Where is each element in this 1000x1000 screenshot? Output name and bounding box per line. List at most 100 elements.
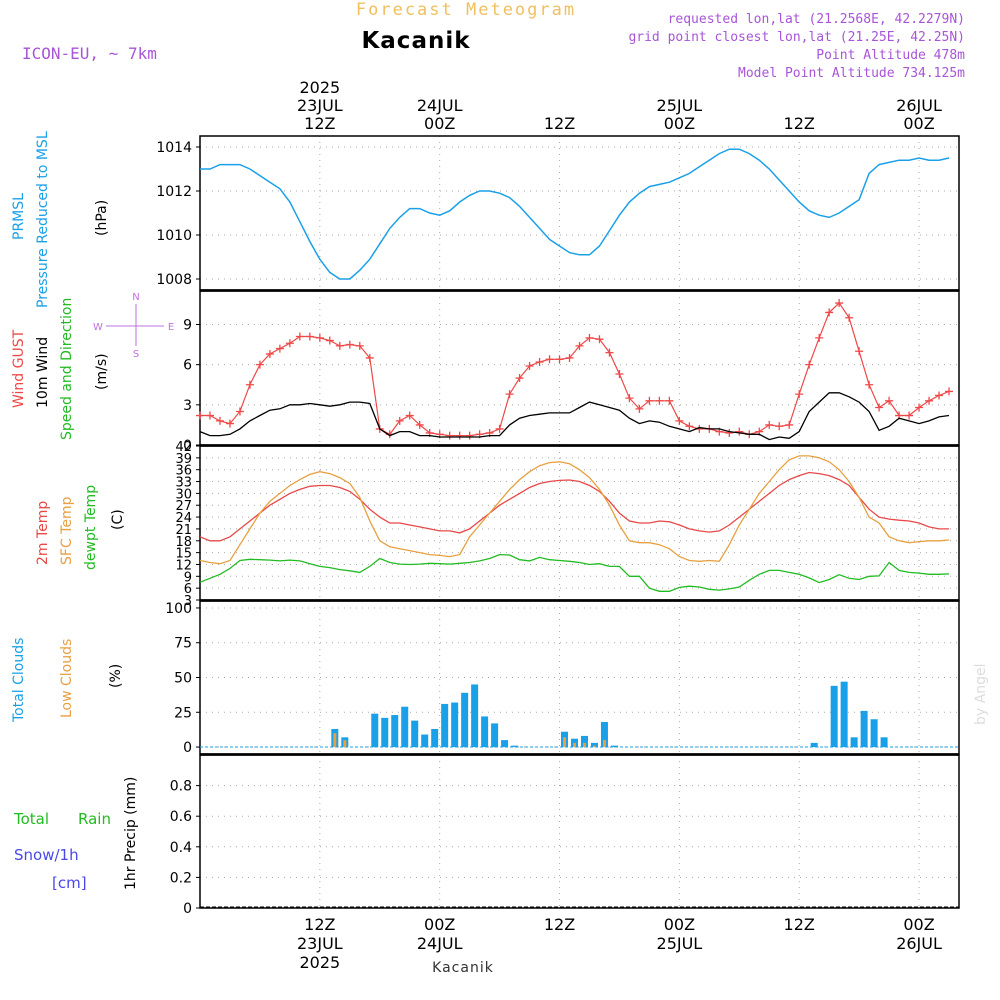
wind-gust-marker (915, 403, 924, 412)
y-tick-label: 33 (175, 476, 192, 491)
pressure-panel: PRMSL Pressure Reduced to MSL (hPa) 1008… (11, 131, 960, 308)
wind-gust-marker (855, 347, 864, 356)
total-clouds-bar (451, 702, 459, 748)
y-tick-label: 0 (183, 901, 192, 917)
footer-location: Kacanik (432, 960, 494, 976)
y-tick-label: 50 (174, 671, 192, 687)
precip-unit: 1hr Precip (mm) (123, 777, 139, 890)
bottom-time-label: 24JUL (417, 934, 463, 953)
bottom-time-label: 2025 (299, 953, 340, 972)
bottom-time-label: 23JUL (297, 934, 343, 953)
y-tick-label: 0.6 (170, 809, 192, 825)
precip-cm-label: [cm] (52, 874, 87, 892)
wind-10m-line (199, 392, 950, 441)
wind-gust-marker (635, 404, 644, 413)
total-clouds-bar (580, 735, 588, 748)
total-clouds-bar (371, 713, 379, 748)
wind-gust-line (200, 302, 950, 437)
top-time-label: 12Z (784, 114, 815, 133)
y-tick-label: 3 (184, 594, 192, 609)
wind-gust-marker (825, 308, 834, 317)
wind-gust-marker (275, 344, 284, 353)
wind-gust-marker (505, 390, 514, 399)
temp-unit: (C) (110, 509, 126, 530)
y-tick-label: 0 (183, 438, 192, 454)
y-tick-label: 0.8 (170, 779, 192, 795)
wind-gust-marker (675, 416, 684, 425)
y-tick-label: 24 (175, 511, 192, 526)
pressure-label: Pressure Reduced to MSL (35, 131, 51, 308)
temperature-panel: 2m Temp SFC Temp dewpt Temp (C) 36912151… (35, 440, 960, 609)
wind-gust-marker (255, 360, 264, 369)
wind-gust-marker (765, 420, 774, 429)
y-tick-label: 30 (175, 487, 192, 502)
compass-s: S (133, 349, 139, 360)
product-title: Forecast Meteogram (356, 0, 576, 20)
wind-gust-marker (555, 355, 564, 364)
wind-gust-marker (545, 355, 554, 364)
wind-gust-marker (885, 396, 894, 405)
wind-gust-label: Wind GUST (11, 329, 27, 408)
top-time-label: 26JUL (896, 96, 942, 115)
y-tick-label: 75 (174, 636, 192, 652)
total-clouds-bar (411, 720, 419, 748)
total-clouds-bar (481, 716, 489, 748)
wind-gust-marker (265, 349, 274, 358)
total-clouds-bar (850, 737, 858, 748)
total-clouds-bar (491, 723, 499, 748)
compass-n: N (132, 292, 139, 303)
total-clouds-bar (870, 719, 878, 748)
wind-gust-marker (615, 370, 624, 379)
wind-unit: (m/s) (94, 353, 110, 390)
y-tick-label: 100 (165, 601, 192, 617)
wind-speed-direction-label: Speed and Direction (59, 298, 75, 440)
wind-gust-marker (215, 416, 224, 425)
top-time-label: 25JUL (657, 96, 703, 115)
wind-gust-marker (295, 332, 304, 341)
wind-gust-marker (365, 353, 374, 362)
total-clouds-bar (810, 742, 818, 748)
y-tick-label: 27 (175, 499, 192, 514)
wind-gust-marker (665, 396, 674, 405)
wind-gust-marker (735, 427, 744, 436)
total-clouds-bar (830, 685, 838, 748)
clouds-unit: (%) (108, 664, 124, 688)
y-tick-label: 1012 (156, 184, 192, 200)
bottom-time-label: 12Z (784, 915, 815, 934)
wind-gust-marker (785, 420, 794, 429)
wind-gust-marker (305, 332, 314, 341)
wind-gust-marker (415, 420, 424, 429)
top-time-label: 12Z (304, 114, 335, 133)
total-clouds-bar (391, 715, 399, 748)
top-time-label: 24JUL (417, 96, 463, 115)
watermark: by Angel (973, 664, 989, 725)
wind-gust-marker (725, 428, 734, 437)
wind-gust-marker (465, 431, 474, 440)
requested-point: requested lon,lat (21.2568E, 42.2279N) (668, 12, 965, 27)
top-time-label: 00Z (424, 114, 455, 133)
wind-gust-marker (815, 333, 824, 342)
low-clouds-bar (343, 740, 347, 748)
y-tick-label: 6 (183, 358, 192, 374)
y-tick-label: 39 (175, 452, 192, 467)
total-clouds-label: Total Clouds (11, 638, 27, 723)
top-time-label: 12Z (544, 114, 575, 133)
wind-gust-marker (405, 411, 414, 420)
panel-frame (199, 754, 960, 909)
total-clouds-bar (431, 728, 439, 748)
pressure-line (200, 148, 950, 280)
total-clouds-bar (471, 684, 479, 748)
y-tick-label: 1014 (156, 140, 192, 156)
panel-frame (199, 135, 960, 291)
pressure-unit: (hPa) (94, 200, 110, 236)
wind-gust-marker (325, 336, 334, 345)
total-clouds-bar (860, 710, 868, 748)
temp-dewpt-label: dewpt Temp (83, 485, 99, 570)
grid-point: grid point closest lon,lat (21.25E, 42.2… (628, 30, 965, 45)
wind-gust-marker (935, 391, 944, 400)
wind-gust-marker (235, 407, 244, 416)
total-clouds-bar (421, 734, 429, 748)
